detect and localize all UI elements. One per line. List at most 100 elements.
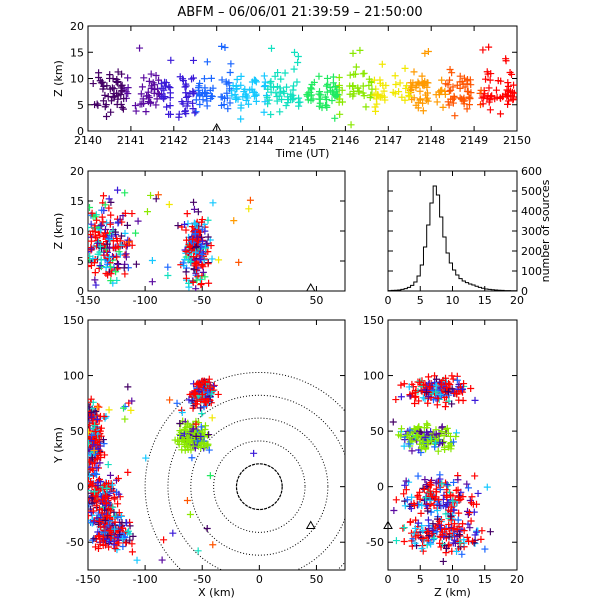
- time-height-point: [137, 90, 145, 98]
- time-height-point: [145, 93, 153, 101]
- x-height-point: [120, 264, 128, 272]
- plan-view-point: [106, 471, 114, 479]
- x-height-point: [198, 216, 206, 224]
- plan-view-point: [118, 519, 126, 527]
- time-height-point: [232, 94, 240, 102]
- x-tick-label: 2147: [374, 134, 402, 147]
- height-y-point: [411, 539, 419, 547]
- x-height-point: [97, 263, 105, 271]
- x-height-point: [154, 191, 162, 199]
- x-height-point: [93, 216, 101, 224]
- height-y-point: [421, 476, 429, 484]
- time-height-point: [478, 94, 486, 102]
- plan-view-point: [192, 432, 200, 440]
- plan-view-point: [198, 391, 206, 399]
- plan-view-point: [97, 424, 105, 432]
- height-y-point: [458, 550, 466, 558]
- plan-view-point: [117, 512, 125, 520]
- time-height-point: [456, 72, 464, 80]
- height-y-point: [433, 382, 441, 390]
- time-height-point: [199, 96, 207, 104]
- height-y-point: [397, 393, 405, 401]
- time-height-point: [324, 80, 332, 88]
- height-y-point: [454, 476, 462, 484]
- time-height-point: [184, 98, 192, 106]
- time-height-point: [486, 96, 494, 104]
- height-y-point: [416, 488, 424, 496]
- plot-area: [88, 186, 254, 291]
- x-height-point: [104, 271, 112, 279]
- time-height-point: [190, 89, 198, 97]
- time-height-point: [449, 99, 457, 107]
- plan-view-point: [88, 415, 96, 423]
- x-tick-label: 2144: [246, 134, 274, 147]
- time-height-point: [166, 102, 174, 110]
- x-height-point: [189, 278, 197, 286]
- plan-view-point: [93, 411, 101, 419]
- plan-view-point: [186, 510, 194, 518]
- plan-view-point: [88, 478, 94, 486]
- time-height-point: [487, 70, 495, 78]
- height-y-point: [431, 443, 439, 451]
- plan-view-point: [105, 538, 113, 546]
- plot-area: [89, 42, 517, 129]
- time-height-point: [488, 92, 496, 100]
- plan-view-point: [114, 474, 122, 482]
- time-height-point: [89, 80, 97, 88]
- time-height-point: [392, 81, 400, 89]
- plan-view-point: [98, 509, 106, 517]
- time-height-point: [398, 93, 406, 101]
- plan-view-point: [105, 406, 113, 414]
- plan-view-point: [177, 431, 185, 439]
- x-height-point: [235, 258, 243, 266]
- time-height-point: [124, 74, 132, 82]
- height-y-point: [424, 507, 432, 515]
- plan-view-point: [92, 502, 100, 510]
- x-height-point: [88, 251, 90, 253]
- plan-view-point: [205, 446, 213, 454]
- height-y-point: [433, 401, 441, 409]
- height-y-point: [460, 380, 468, 388]
- x-height-point: [132, 229, 140, 237]
- time-height-point: [401, 96, 409, 104]
- range-ring: [213, 440, 306, 533]
- x-height-point: [203, 239, 211, 247]
- time-height-point: [435, 88, 443, 96]
- height-y-point: [453, 547, 461, 555]
- plan-view-point: [91, 422, 99, 430]
- time-height-point: [347, 121, 355, 129]
- time-height-point: [486, 76, 494, 84]
- x-axis-label: X (km): [198, 586, 235, 599]
- height-y-point: [403, 496, 411, 504]
- y-tick-label: -50: [66, 536, 84, 549]
- x-tick-label: 0: [256, 573, 263, 586]
- height-y-point: [405, 383, 413, 391]
- height-y-point: [402, 477, 410, 485]
- x-height-point: [184, 220, 192, 228]
- time-height-point: [245, 100, 253, 108]
- range-ring: [190, 417, 329, 556]
- time-height-point: [327, 87, 335, 95]
- time-height-point: [266, 79, 274, 87]
- time-height-point: [378, 60, 386, 68]
- time-height-point: [289, 91, 297, 99]
- time-height-point: [207, 92, 215, 100]
- range-ring: [235, 463, 283, 511]
- figure-title: ABFM – 06/06/01 21:39:59 – 21:50:00: [177, 5, 422, 20]
- height-y-point: [447, 512, 455, 520]
- plan-view-point: [88, 481, 96, 489]
- height-y-point: [438, 392, 446, 400]
- plan-view-point: [114, 500, 122, 508]
- time-height-point: [203, 97, 211, 105]
- height-y-point: [450, 478, 458, 486]
- time-height-point: [118, 70, 126, 78]
- time-height-point: [106, 74, 114, 82]
- time-height-point: [265, 96, 273, 104]
- time-height-point: [350, 70, 358, 78]
- x-height-point: [102, 263, 110, 271]
- x-height-point: [198, 280, 206, 288]
- time-height-point: [416, 87, 424, 95]
- x-height-point: [88, 263, 92, 271]
- height-y-point: [420, 381, 428, 389]
- x-height-point: [101, 229, 109, 237]
